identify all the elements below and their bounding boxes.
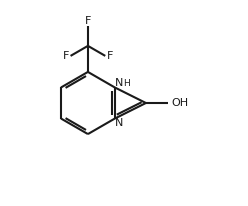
Text: H: H — [123, 79, 130, 88]
Text: F: F — [63, 51, 69, 61]
Text: OH: OH — [171, 98, 188, 108]
Text: N: N — [115, 118, 124, 128]
Text: N: N — [115, 78, 124, 88]
Text: F: F — [85, 16, 91, 26]
Text: F: F — [106, 51, 113, 61]
